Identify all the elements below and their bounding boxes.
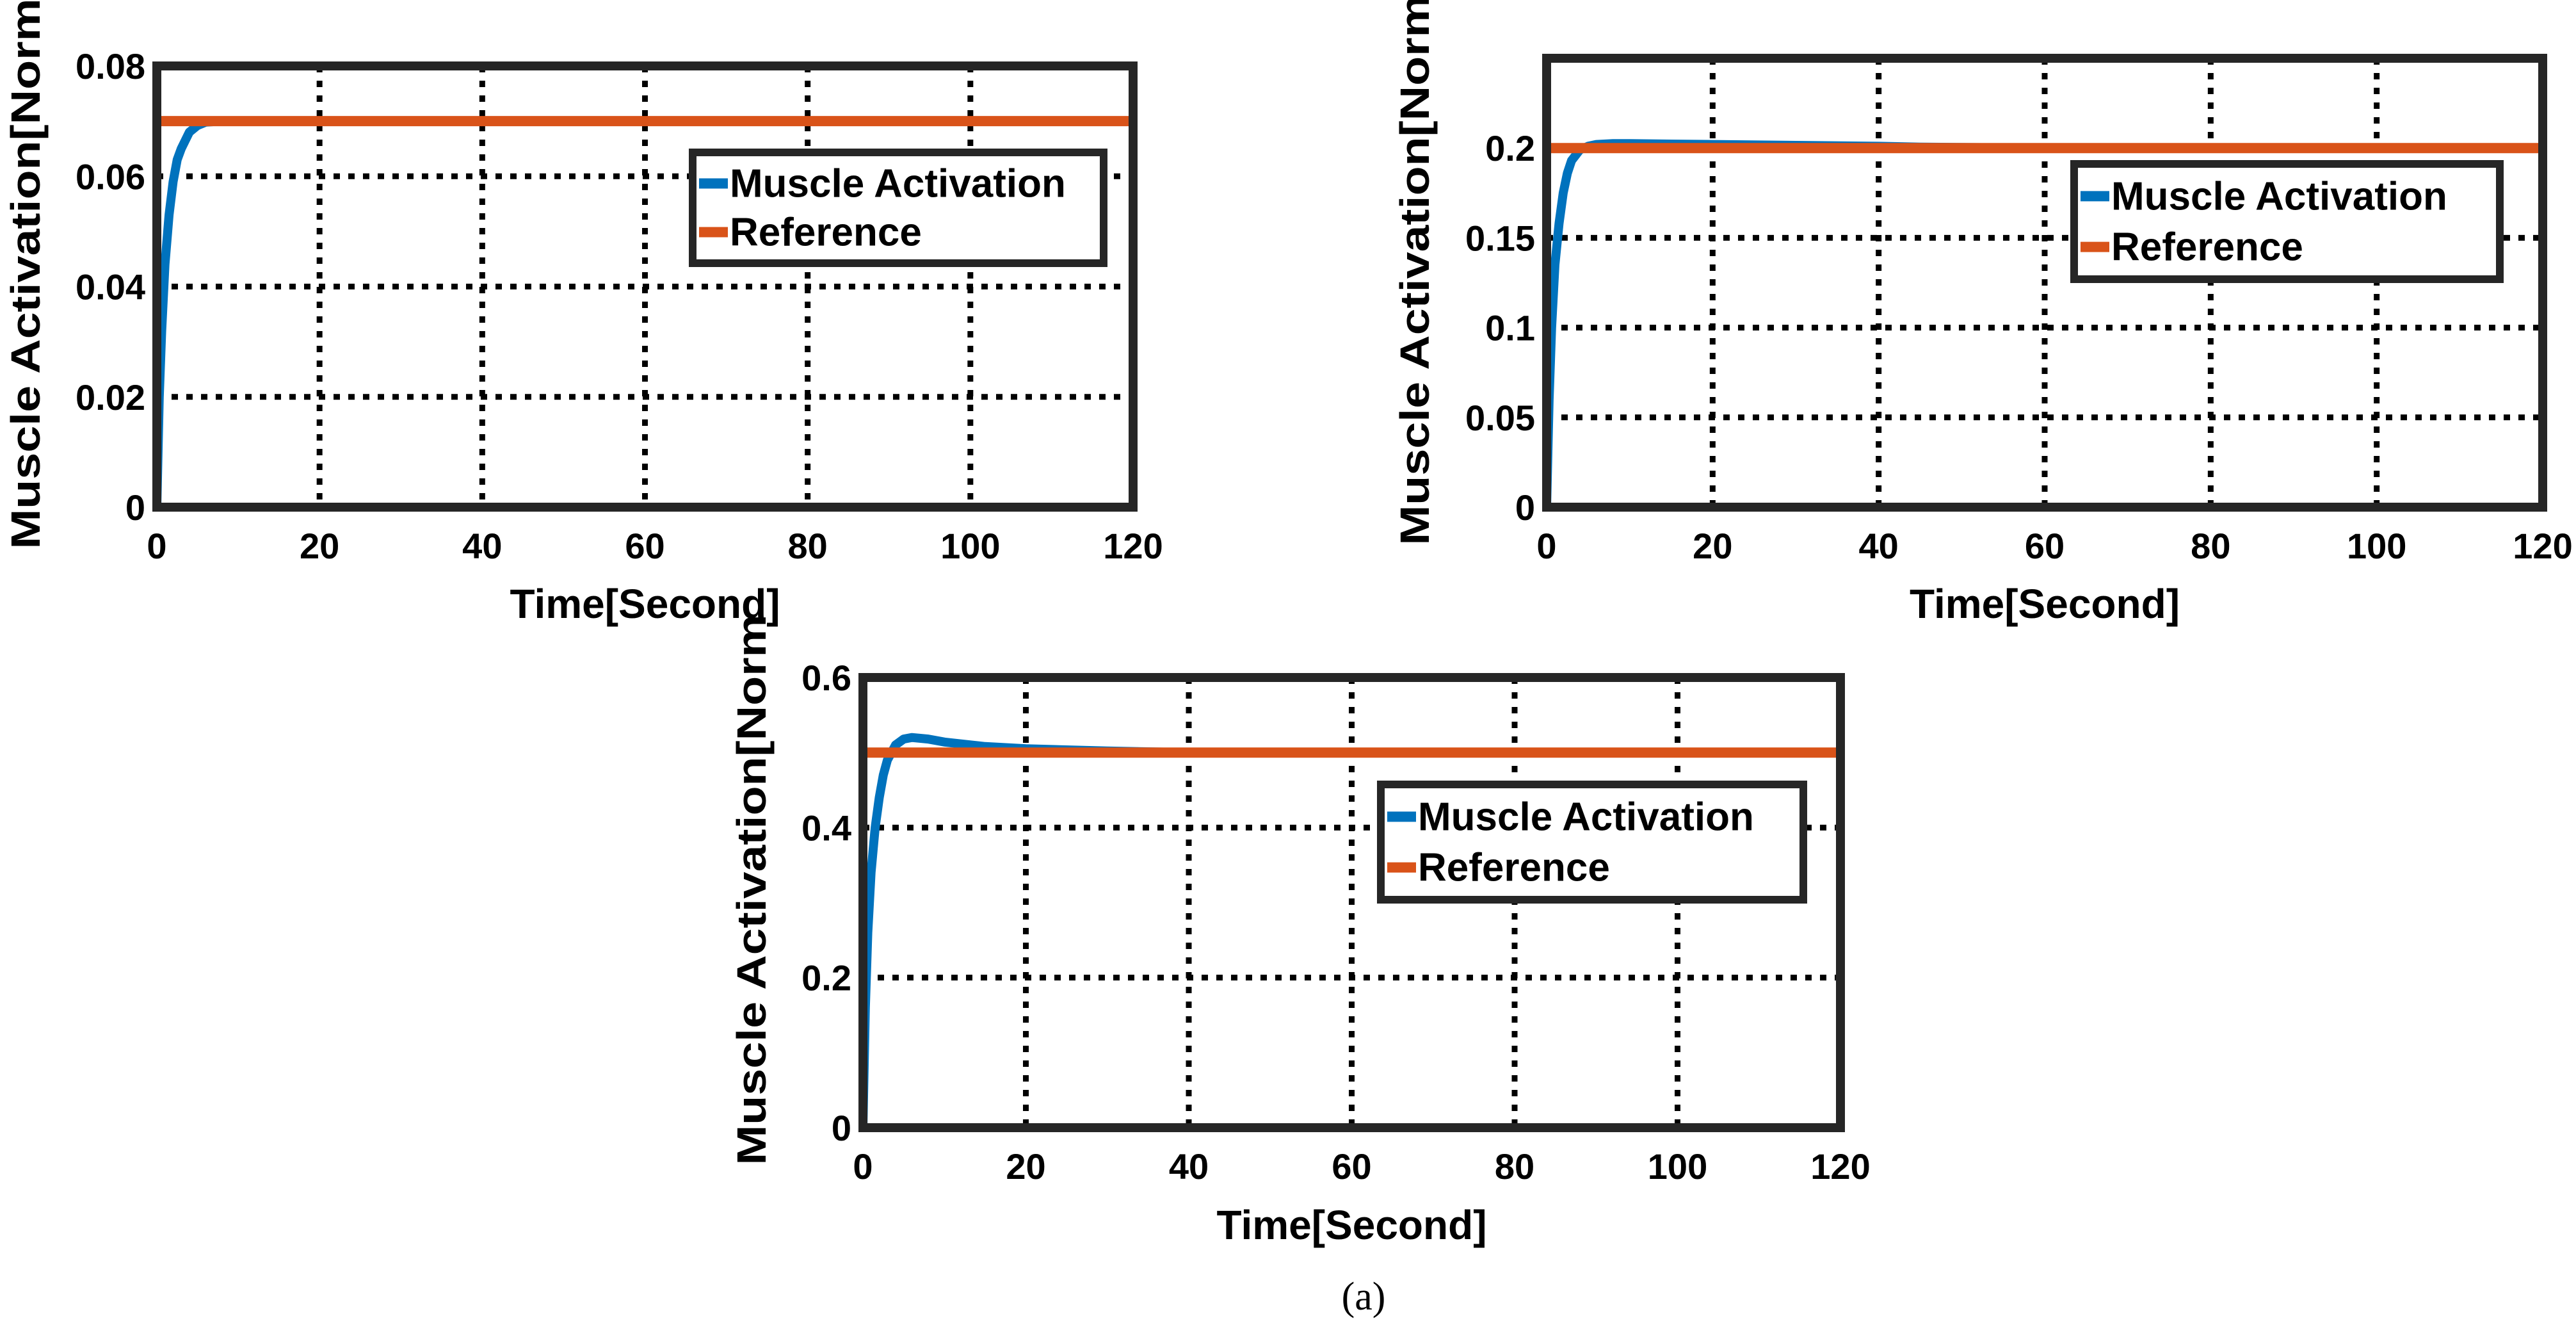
legend-label-activation: Muscle Activation: [2111, 174, 2447, 218]
x-tick-label: 20: [1693, 526, 1732, 566]
y-tick-label: 0.6: [801, 658, 851, 698]
y-tick-label: 0.05: [1465, 398, 1535, 438]
x-tick-label: 80: [2191, 526, 2230, 566]
x-tick-label: 80: [1495, 1146, 1534, 1187]
x-tick-label: 80: [788, 526, 828, 566]
x-tick-label: 20: [300, 526, 339, 566]
axes-frame: [152, 61, 1138, 512]
plot-bottom: 0 20 40 60 80 100 120 0 0.2 0.4 0.6 Time[Second] Mus…: [729, 615, 1871, 1249]
legend-label-reference: Reference: [1418, 846, 1610, 890]
series-lines: [152, 116, 1133, 508]
x-tick-label: 0: [853, 1146, 873, 1187]
y-axis-label: Muscle Activation[Norm: [3, 0, 49, 549]
x-axis-label: Time[Second]: [1217, 1202, 1487, 1248]
x-tick-label: 60: [625, 526, 664, 566]
y-tick-label: 0.04: [76, 267, 145, 307]
y-tick-label: 0.08: [76, 46, 145, 86]
x-tick-label: 0: [1536, 526, 1556, 566]
plot-top-right: 0 20 40 60 80 100 120 0 0.05 0.1 0.15 0.2 Time[Secon…: [1392, 0, 2573, 627]
legend-label-reference: Reference: [2111, 225, 2303, 270]
series-lines: [858, 733, 1840, 1128]
y-tick-label: 0: [1515, 487, 1535, 528]
x-tick-label: 40: [1859, 526, 1899, 566]
legend: Muscle Activation Reference: [1377, 781, 1807, 904]
x-axis-label: Time[Second]: [1910, 581, 2180, 627]
axes-frame: [1542, 54, 2547, 512]
series-lines: [1542, 139, 2543, 508]
y-tick-label: 0.2: [1485, 128, 1535, 168]
x-tick-label: 60: [1332, 1146, 1371, 1187]
axes-frame: [858, 673, 1845, 1132]
legend: Muscle Activation Reference: [689, 149, 1107, 267]
y-axis-label: Muscle Activation[Norm: [1392, 0, 1438, 546]
legend-box: [689, 149, 1107, 267]
legend-box: [1377, 781, 1807, 904]
y-tick-label: 0.02: [76, 377, 145, 418]
y-tick-label: 0: [832, 1108, 851, 1148]
x-tick-label: 40: [1169, 1146, 1209, 1187]
x-tick-label: 120: [1810, 1146, 1870, 1187]
x-axis-label: Time[Second]: [510, 581, 780, 627]
y-tick-label: 0.2: [801, 958, 851, 998]
y-tick-label: 0: [125, 487, 145, 528]
x-tick-label: 20: [1006, 1146, 1045, 1187]
legend-label-activation: Muscle Activation: [730, 161, 1066, 206]
legend-box: [2070, 160, 2504, 283]
figure-caption: (a): [1342, 1275, 1386, 1319]
y-tick-label: 0.1: [1485, 308, 1535, 348]
x-tick-label: 40: [462, 526, 502, 566]
y-tick-label: 0.15: [1465, 218, 1535, 258]
x-tick-label: 100: [940, 526, 1000, 566]
x-tick-label: 0: [147, 526, 166, 566]
legend-label-reference: Reference: [730, 211, 922, 255]
legend: Muscle Activation Reference: [2070, 160, 2504, 283]
x-tick-label: 60: [2025, 526, 2065, 566]
plot-top-left: 0 20 40 60 80 100 120 0 0.02 0.04 0.06 0.08 Time[Sec…: [3, 0, 1163, 627]
grid: [157, 66, 1133, 507]
x-tick-label: 100: [2347, 526, 2406, 566]
x-tick-label: 120: [2513, 526, 2572, 566]
y-tick-label: 0.06: [76, 156, 145, 197]
x-tick-label: 120: [1103, 526, 1163, 566]
y-tick-label: 0.4: [801, 807, 851, 848]
legend-label-activation: Muscle Activation: [1418, 795, 1754, 839]
y-axis-label: Muscle Activation[Norm: [729, 615, 775, 1165]
x-tick-label: 100: [1648, 1146, 1707, 1187]
